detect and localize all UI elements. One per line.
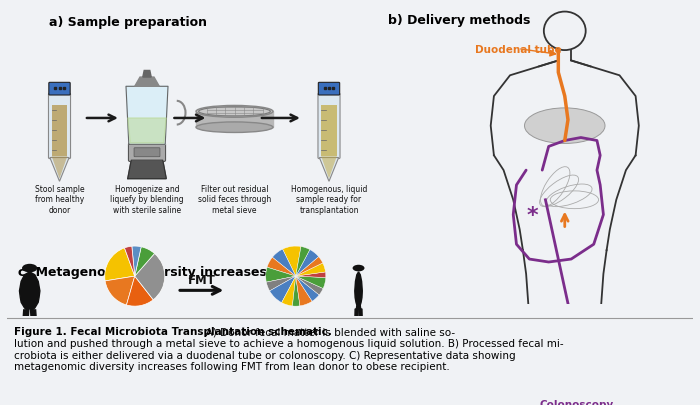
Text: a) Sample preparation: a) Sample preparation [49, 16, 207, 29]
FancyBboxPatch shape [318, 94, 340, 159]
Wedge shape [266, 276, 295, 291]
Wedge shape [295, 276, 323, 295]
Text: Duodenal tube: Duodenal tube [475, 45, 561, 57]
Wedge shape [132, 246, 141, 276]
Polygon shape [355, 272, 363, 310]
Wedge shape [295, 247, 310, 276]
Wedge shape [105, 276, 135, 305]
Polygon shape [50, 158, 69, 182]
Text: Stool sample
from healthy
donor: Stool sample from healthy donor [35, 184, 84, 214]
Circle shape [353, 265, 365, 272]
Polygon shape [128, 119, 167, 144]
Text: *: * [526, 205, 538, 225]
Polygon shape [126, 87, 168, 145]
Wedge shape [272, 249, 295, 276]
Wedge shape [295, 257, 323, 276]
Polygon shape [135, 78, 160, 87]
Text: Filter out residual
solid feces through
metal sieve: Filter out residual solid feces through … [198, 184, 271, 214]
Polygon shape [143, 71, 151, 78]
Wedge shape [127, 276, 153, 306]
FancyBboxPatch shape [49, 83, 70, 96]
Polygon shape [31, 310, 36, 322]
Wedge shape [293, 276, 300, 307]
Polygon shape [52, 157, 67, 179]
Polygon shape [52, 105, 67, 157]
FancyBboxPatch shape [318, 83, 340, 96]
FancyBboxPatch shape [129, 144, 166, 162]
Ellipse shape [524, 109, 605, 144]
FancyBboxPatch shape [48, 94, 71, 159]
Polygon shape [23, 310, 29, 322]
Wedge shape [283, 247, 301, 276]
Wedge shape [270, 276, 295, 303]
Polygon shape [359, 309, 363, 322]
Polygon shape [321, 105, 337, 157]
Polygon shape [355, 309, 358, 322]
Circle shape [22, 264, 37, 273]
Text: b) Delivery methods: b) Delivery methods [388, 14, 530, 27]
Wedge shape [295, 272, 326, 278]
Polygon shape [321, 157, 337, 179]
Ellipse shape [196, 123, 273, 133]
Wedge shape [295, 276, 319, 301]
FancyBboxPatch shape [134, 148, 160, 158]
Text: Homogenous, liquid
sample ready for
transplantation: Homogenous, liquid sample ready for tran… [290, 184, 368, 214]
Wedge shape [295, 263, 326, 276]
Wedge shape [125, 247, 135, 276]
Wedge shape [295, 250, 318, 276]
Text: A) Donor fecal matter is blended with saline so-
lution and pushed through a met: A) Donor fecal matter is blended with sa… [14, 326, 564, 371]
Polygon shape [128, 161, 167, 179]
Wedge shape [295, 276, 312, 306]
Wedge shape [266, 268, 295, 282]
Polygon shape [319, 158, 339, 182]
Wedge shape [281, 276, 295, 306]
Text: FMT: FMT [188, 273, 216, 286]
Text: Homogenize and
liquefy by blending
with sterile saline: Homogenize and liquefy by blending with … [110, 184, 184, 214]
Wedge shape [295, 276, 326, 289]
Text: Figure 1. Fecal Microbiota Transplantation schematic.: Figure 1. Fecal Microbiota Transplantati… [14, 326, 332, 337]
Wedge shape [135, 254, 164, 300]
Wedge shape [135, 247, 155, 276]
Polygon shape [20, 272, 40, 310]
Text: c) Metagenomic diversity increases: c) Metagenomic diversity increases [18, 265, 267, 278]
Ellipse shape [196, 106, 273, 118]
Ellipse shape [199, 107, 270, 117]
Wedge shape [267, 258, 295, 276]
Polygon shape [196, 112, 273, 128]
Wedge shape [105, 248, 135, 281]
Text: Colonoscopy: Colonoscopy [539, 399, 613, 405]
